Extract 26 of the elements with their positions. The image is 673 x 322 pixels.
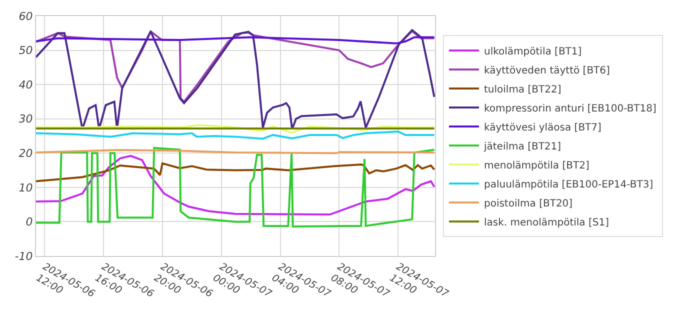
- legend-label: ulkolämpötila [BT1]: [484, 46, 582, 58]
- legend-label: käyttövesi yläosa [BT7]: [484, 122, 602, 134]
- legend-label: menolämpötila [BT2]: [484, 160, 590, 172]
- line-series: [36, 162, 435, 182]
- line-series: [36, 29, 435, 130]
- y-tick-label: 10: [18, 181, 33, 194]
- y-tick-label: 40: [18, 78, 33, 92]
- line-series: [36, 147, 435, 228]
- line-series: [36, 124, 435, 134]
- legend-label: kompressorin anturi [EB100-BT18]: [484, 103, 657, 114]
- y-tick-label: 30: [18, 112, 33, 126]
- legend-label: tuloilma [BT22]: [484, 84, 562, 96]
- legend-label: jäteilma [BT21]: [482, 141, 562, 152]
- y-tick-label: 0: [26, 216, 33, 229]
- line-series: [36, 130, 435, 140]
- y-tick-label: -10: [14, 250, 33, 263]
- legend-label: käyttöveden täyttö [BT6]: [484, 65, 610, 76]
- y-tick-label: 50: [18, 44, 33, 58]
- line-series: [36, 154, 435, 216]
- y-tick-label: 60: [18, 10, 33, 23]
- legend-label: poistoilma [BT20]: [484, 198, 573, 210]
- line-series: [36, 30, 435, 103]
- legend-label: paluulämpötila [EB100-EP14-BT3]: [484, 179, 654, 190]
- line-series: [36, 36, 435, 44]
- legend-label: lask. menolämpötila [S1]: [484, 217, 610, 228]
- y-tick-label: 20: [18, 146, 33, 160]
